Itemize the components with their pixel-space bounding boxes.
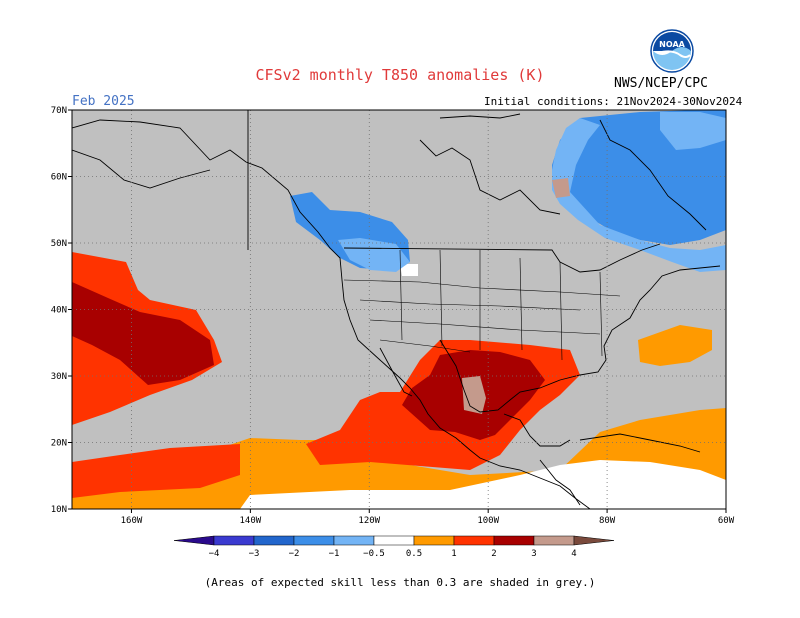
agency-label: NWS/NCEP/CPC bbox=[614, 76, 708, 91]
graticule bbox=[72, 110, 726, 509]
anomaly-pnw-cold-05K bbox=[338, 238, 410, 272]
chart-title: CFSv2 monthly T850 anomalies (K) bbox=[255, 66, 545, 84]
neutral-pacific-nw bbox=[400, 264, 418, 276]
neutral-tropics bbox=[240, 460, 726, 509]
lon-tick-label: 160W bbox=[121, 516, 143, 526]
colorbar-box bbox=[373, 535, 415, 546]
anomaly-texas-3K bbox=[462, 376, 486, 414]
colorbar-box bbox=[213, 535, 255, 546]
noaa-logo-text: NOAA bbox=[659, 40, 685, 49]
lon-tick-label: 120W bbox=[358, 516, 380, 526]
colorbar-label: 1 bbox=[451, 549, 456, 559]
colorbar-label: 4 bbox=[571, 549, 576, 559]
colorbar-min-arrow bbox=[173, 535, 215, 546]
lon-tick-label: 100W bbox=[477, 516, 499, 526]
lat-tick-label: 50N bbox=[51, 239, 67, 249]
colorbar-label: −0.5 bbox=[363, 549, 385, 559]
colorbar-max-arrow bbox=[573, 535, 615, 546]
lon-tick-label: 60W bbox=[718, 516, 735, 526]
neutral-canada-small bbox=[552, 178, 570, 198]
forecast-month: Feb 2025 bbox=[72, 94, 135, 109]
colorbar-label: 3 bbox=[531, 549, 536, 559]
colorbar-box bbox=[293, 535, 335, 546]
state-borders bbox=[343, 249, 621, 361]
anomaly-pacific-2K bbox=[72, 282, 214, 385]
skill-footnote: (Areas of expected skill less than 0.3 a… bbox=[204, 576, 596, 589]
lat-tick-label: 70N bbox=[51, 106, 67, 116]
lat-tick-label: 20N bbox=[51, 439, 67, 449]
colorbar-label: −3 bbox=[249, 549, 260, 559]
lat-tick-label: 60N bbox=[51, 173, 67, 183]
colorbar-box bbox=[533, 535, 575, 546]
colorbar-label: 0.5 bbox=[406, 549, 422, 559]
anomaly-canada-cold-05K-b bbox=[660, 112, 726, 150]
colorbar-box bbox=[413, 535, 455, 546]
lat-tick-label: 10N bbox=[51, 505, 67, 515]
colorbar-box bbox=[253, 535, 295, 546]
initial-conditions: Initial conditions: 21Nov2024-30Nov2024 bbox=[484, 95, 743, 108]
colorbar-label: −4 bbox=[209, 549, 220, 559]
lat-tick-label: 40N bbox=[51, 306, 67, 316]
colorbar-label: −2 bbox=[289, 549, 300, 559]
colorbar-box bbox=[333, 535, 375, 546]
noaa-logo-icon: NOAA bbox=[650, 29, 694, 73]
lat-axis: 70N 60N 50N 40N 30N 20N 10N bbox=[51, 106, 72, 515]
anomaly-us-east-05K bbox=[638, 325, 712, 366]
lon-tick-label: 140W bbox=[240, 516, 262, 526]
colorbar-label: 2 bbox=[491, 549, 496, 559]
colorbar-box bbox=[453, 535, 495, 546]
anomaly-canada-cold-05K bbox=[552, 118, 726, 272]
lat-tick-label: 30N bbox=[51, 372, 67, 382]
lon-tick-label: 80W bbox=[599, 516, 616, 526]
colorbar-label: −1 bbox=[329, 549, 340, 559]
lon-axis: 160W 140W 120W 100W 80W 60W bbox=[121, 509, 735, 526]
anomaly-subtropical-1K bbox=[72, 444, 240, 498]
colorbar-box bbox=[493, 535, 535, 546]
